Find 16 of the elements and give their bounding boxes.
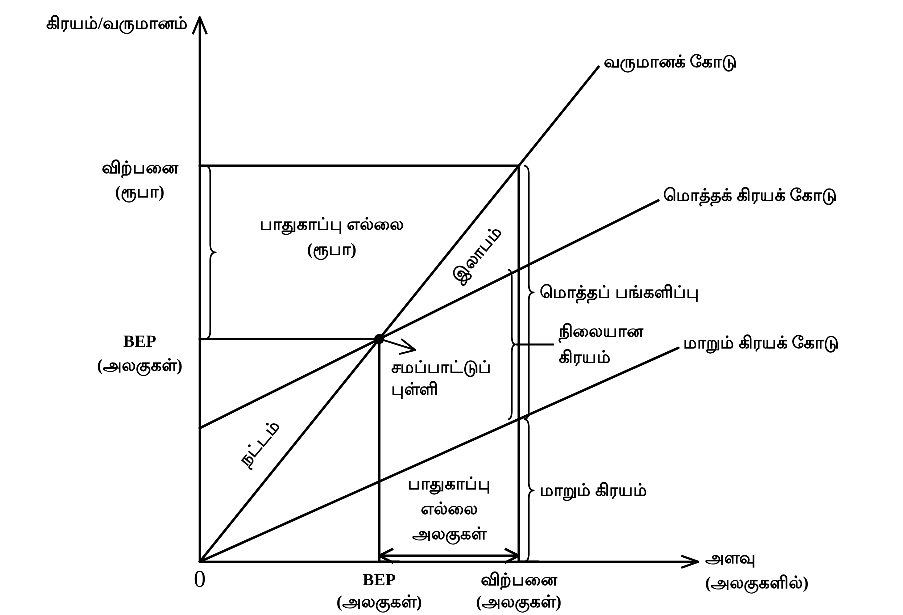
series-label: மாறும் கிரயக் கோடு xyxy=(684,334,840,354)
x-tick-label: 0 xyxy=(194,567,206,593)
x-tick-label: BEP (அலகுகள்) xyxy=(336,570,422,612)
annotation: பாதுகாப்பு எல்லை (ரூபா) xyxy=(260,215,404,260)
annotation: சமப்பாட்டுப் புள்ளி xyxy=(391,358,492,399)
x-tick-label: விற்பனை (அலகுகள்) xyxy=(476,570,562,612)
annotation: மொத்தப் பங்களிப்பு xyxy=(540,283,700,304)
annotation: விற்பனை (ரூபா) xyxy=(102,158,179,202)
annotation: BEP (அலகுகள்) xyxy=(97,332,183,376)
annotation: நிலையான கிரயம் xyxy=(558,322,644,368)
annotation: மாறும் கிரயம் xyxy=(540,481,648,502)
y-axis-title: கிரயம்/வருமானம் xyxy=(46,14,188,34)
annotation: பாதுகாப்பு எல்லை அலகுகள் xyxy=(408,474,491,544)
x-axis-title: அளவு (அலகுகளில்) xyxy=(706,548,809,594)
series-label: மொத்தக் கிரயக் கோடு xyxy=(664,186,838,206)
series-label: வருமானக் கோடு xyxy=(604,52,738,72)
